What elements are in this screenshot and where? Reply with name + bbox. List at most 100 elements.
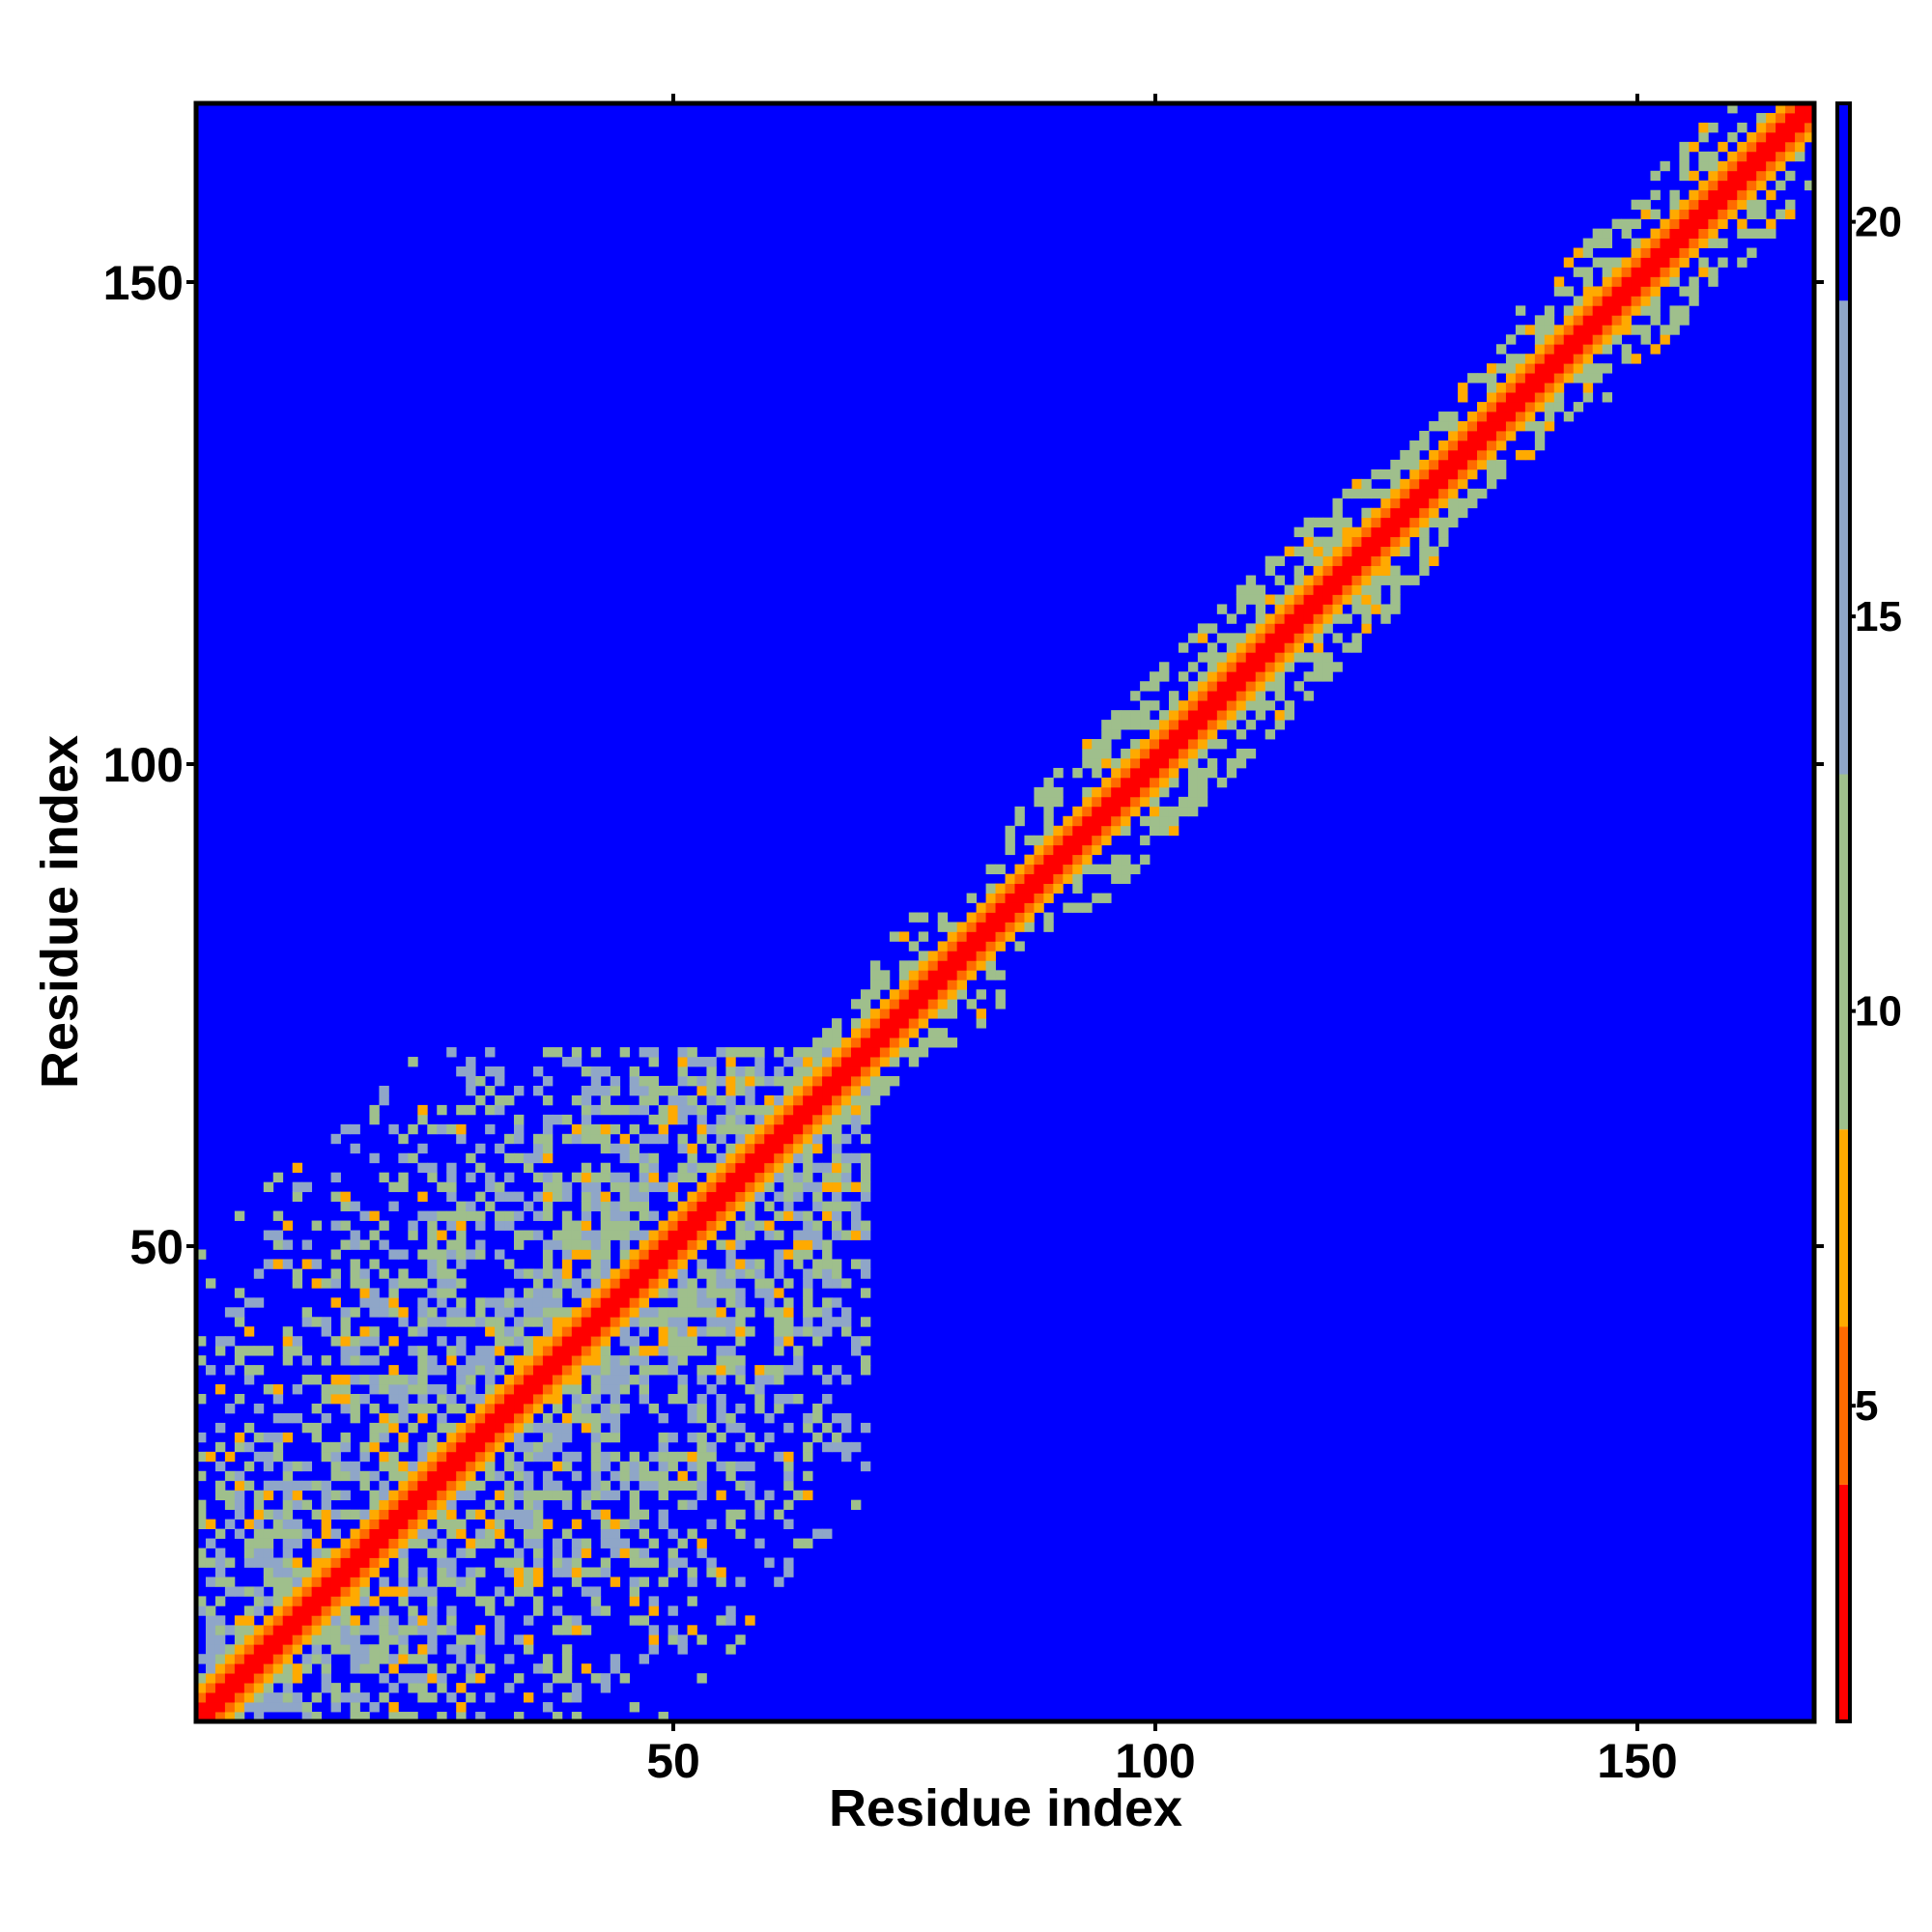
heatmap-cell	[639, 1307, 649, 1318]
heatmap-cell	[687, 1057, 697, 1067]
heatmap-cell	[1024, 902, 1035, 913]
heatmap-cell	[475, 1210, 486, 1221]
heatmap-cell	[1776, 141, 1786, 153]
heatmap-cell	[658, 1480, 668, 1492]
heatmap-cell	[282, 1596, 294, 1606]
heatmap-cell	[1467, 373, 1478, 384]
heatmap-cell	[725, 1326, 736, 1337]
heatmap-cell	[1804, 103, 1815, 114]
heatmap-cell	[561, 1210, 573, 1221]
heatmap-cell	[1322, 594, 1333, 605]
heatmap-cell	[754, 1375, 765, 1385]
heatmap-cell	[1611, 257, 1622, 268]
heatmap-cell	[803, 1297, 813, 1308]
heatmap-cell	[629, 1702, 640, 1713]
heatmap-cell	[648, 1047, 659, 1058]
heatmap-cell	[696, 1075, 707, 1087]
heatmap-cell	[532, 1422, 544, 1434]
heatmap-cell	[658, 1712, 668, 1722]
heatmap-cell	[793, 1104, 804, 1116]
heatmap-cell	[590, 1288, 602, 1298]
heatmap-cell	[1226, 613, 1237, 624]
heatmap-cell	[398, 1557, 409, 1568]
heatmap-cell	[725, 1162, 736, 1174]
heatmap-cell	[1216, 662, 1228, 672]
heatmap-cell	[841, 1412, 852, 1424]
heatmap-cell	[1419, 459, 1430, 470]
heatmap-cell	[658, 1432, 668, 1443]
heatmap-cell	[340, 1432, 351, 1443]
heatmap-cell	[639, 1615, 649, 1626]
heatmap-cell	[1573, 315, 1584, 326]
heatmap-cell	[417, 1412, 428, 1424]
heatmap-cell	[610, 1297, 621, 1308]
heatmap-cell	[1150, 720, 1160, 730]
heatmap-cell	[408, 1461, 418, 1472]
heatmap-cell	[639, 1480, 649, 1492]
heatmap-cell	[668, 1317, 678, 1327]
heatmap-cell	[803, 1230, 813, 1240]
heatmap-cell	[677, 1375, 688, 1385]
heatmap-cell	[832, 1152, 842, 1164]
heatmap-cell	[1043, 815, 1054, 827]
heatmap-cell	[321, 1577, 331, 1587]
heatmap-cell	[803, 1538, 813, 1548]
heatmap-cell	[1660, 238, 1670, 248]
heatmap-cell	[860, 1075, 871, 1087]
heatmap-cell	[514, 1239, 525, 1250]
colorbar-segment	[1837, 103, 1850, 301]
heatmap-cell	[1582, 354, 1594, 364]
heatmap-cell	[523, 1480, 534, 1492]
heatmap-cell	[590, 1085, 602, 1096]
heatmap-cell	[581, 1326, 592, 1337]
heatmap-cell	[832, 1047, 842, 1058]
heatmap-cell	[1727, 160, 1738, 172]
heatmap-cell	[417, 1104, 428, 1116]
heatmap-cell	[648, 1470, 659, 1482]
heatmap-cell	[735, 1220, 746, 1231]
heatmap-cell	[263, 1528, 274, 1539]
heatmap-cell	[205, 1654, 216, 1664]
heatmap-cell	[1524, 392, 1536, 403]
heatmap-cell	[783, 1114, 794, 1125]
heatmap-cell	[581, 1307, 592, 1318]
heatmap-cell	[1582, 296, 1594, 306]
heatmap-cell	[841, 1172, 852, 1183]
heatmap-cell	[696, 1412, 707, 1424]
y-axis-title: Residue index	[31, 735, 89, 1089]
heatmap-cell	[398, 1268, 409, 1279]
heatmap-cell	[253, 1586, 265, 1597]
heatmap-cell	[648, 1451, 659, 1463]
heatmap-cell	[301, 1307, 313, 1318]
heatmap-cell	[1101, 806, 1112, 817]
heatmap-cell	[648, 1596, 659, 1606]
heatmap-cell	[1737, 257, 1747, 268]
heatmap-cell	[648, 1278, 659, 1289]
heatmap-cell	[446, 1451, 457, 1463]
heatmap-cell	[716, 1047, 726, 1058]
heatmap-cell	[388, 1490, 399, 1501]
heatmap-cell	[1255, 584, 1266, 595]
heatmap-cell	[1534, 344, 1546, 355]
heatmap-cell	[1611, 334, 1622, 345]
heatmap-cell	[947, 931, 958, 942]
heatmap-cell	[1766, 141, 1776, 153]
heatmap-cell	[803, 1249, 813, 1260]
heatmap-cell	[600, 1538, 611, 1548]
heatmap-cell	[850, 1085, 862, 1096]
heatmap-cell	[408, 1230, 418, 1240]
heatmap-cell	[552, 1268, 563, 1279]
heatmap-cell	[1024, 854, 1035, 866]
heatmap-cell	[812, 1336, 823, 1347]
heatmap-cell	[350, 1702, 360, 1713]
x-tick-label-50: 50	[646, 1734, 700, 1788]
heatmap-cell	[639, 1654, 649, 1664]
heatmap-cell	[282, 1634, 294, 1645]
heatmap-cell	[1361, 546, 1372, 556]
heatmap-cell	[408, 1480, 418, 1492]
heatmap-cell	[1602, 325, 1613, 335]
heatmap-cell	[1553, 276, 1565, 287]
heatmap-cell	[196, 1605, 207, 1616]
heatmap-cell	[600, 1451, 611, 1463]
heatmap-cell	[1178, 710, 1189, 721]
